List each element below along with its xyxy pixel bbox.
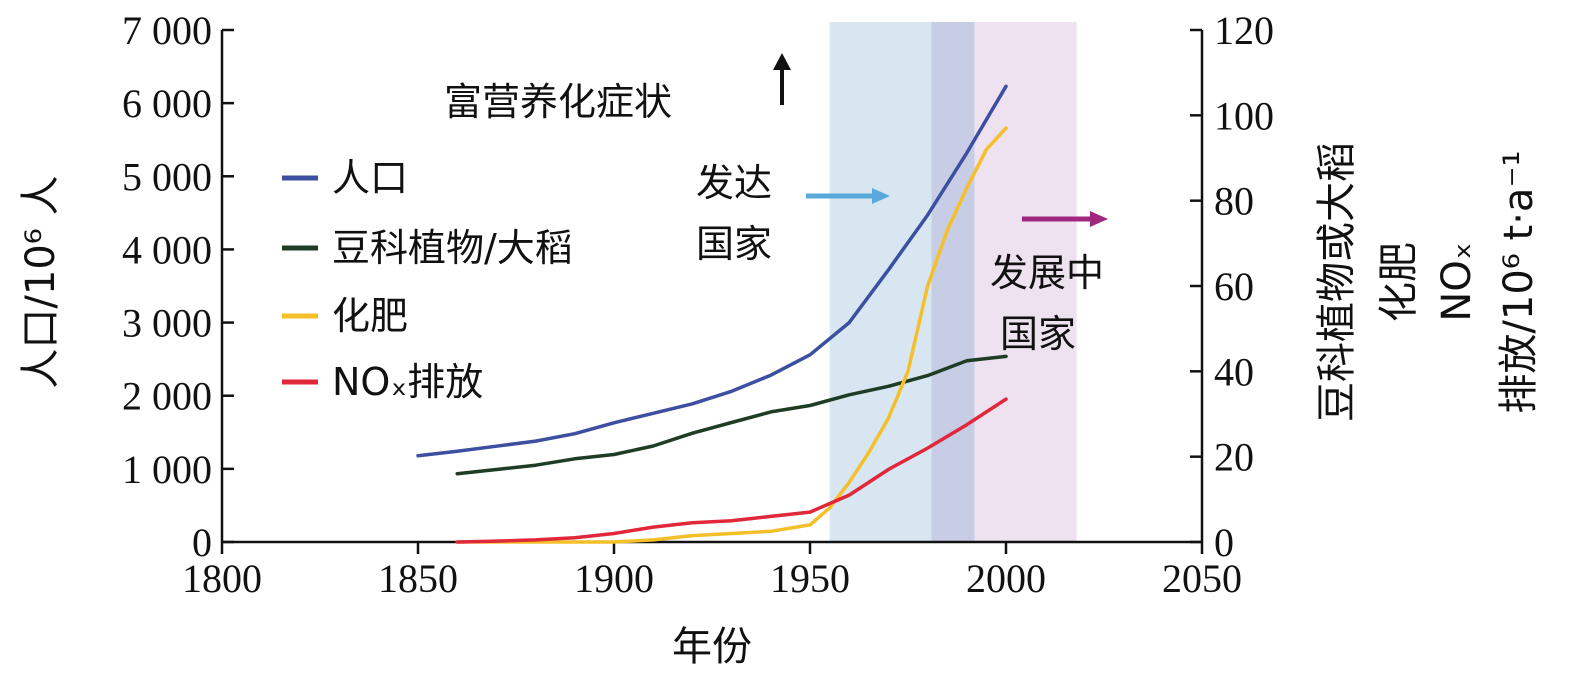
legend-label-legume: 豆科植物/大稻 xyxy=(332,226,573,270)
developing-label-line-1: 发展中 xyxy=(990,251,1104,295)
series-line-population xyxy=(416,84,1008,458)
x-tick-label-1800: 1800 xyxy=(182,556,262,601)
right-y-axis-ticks: 0 20 40 60 80 100 120 xyxy=(1190,8,1274,565)
right-y-axis-title-line-1: 豆科植物或大稻 xyxy=(1314,142,1360,422)
developed-arrow-head-icon xyxy=(872,188,890,204)
x-axis-title: 年份 xyxy=(672,624,752,670)
left-y-tick-label-5000: 5 000 xyxy=(122,154,212,199)
eutrophication-annotation: 富营养化症状 xyxy=(444,53,791,124)
left-y-axis-title: 人口/10⁶ 人 xyxy=(18,175,64,388)
developed-label-line-1: 发达 xyxy=(696,161,772,205)
left-y-tick-label-6000: 6 000 xyxy=(122,81,212,126)
right-y-tick-label-80: 80 xyxy=(1214,179,1254,224)
series-line-fertilizer xyxy=(455,126,1008,544)
left-y-tick-label-2000: 2 000 xyxy=(122,374,212,419)
series-line-legume xyxy=(455,354,1008,476)
right-y-axis-title-line-3: NOₓ xyxy=(1434,242,1480,321)
x-tick-label-2000: 2000 xyxy=(966,556,1046,601)
legend-label-population: 人口 xyxy=(332,156,408,200)
left-y-tick-label-0: 0 xyxy=(192,520,212,565)
left-y-tick-label-3000: 3 000 xyxy=(122,301,212,346)
overlap-period-band xyxy=(931,22,975,542)
x-tick-label-1950: 1950 xyxy=(770,556,850,601)
series-line-nox xyxy=(455,397,1008,544)
right-y-tick-label-60: 60 xyxy=(1214,264,1254,309)
developing-label-line-2: 国家 xyxy=(1000,312,1076,356)
legend-label-fertilizer: 化肥 xyxy=(332,294,408,338)
up-arrow-head-icon xyxy=(773,53,791,70)
x-tick-label-1850: 1850 xyxy=(378,556,458,601)
right-y-tick-label-20: 20 xyxy=(1214,435,1254,480)
x-axis-ticks: 1800 1850 1900 1950 2000 2050 xyxy=(182,542,1242,601)
right-y-axis-title: 豆科植物或大稻 化肥 NOₓ 排放/10⁶ t·a⁻¹ xyxy=(1314,142,1542,422)
series-lines xyxy=(416,84,1008,544)
left-y-tick-label-7000: 7 000 xyxy=(122,8,212,53)
right-y-tick-label-40: 40 xyxy=(1214,349,1254,394)
right-y-tick-label-100: 100 xyxy=(1214,93,1274,138)
legend-label-nox: NOₓ排放 xyxy=(332,360,483,404)
legend: 人口 豆科植物/大稻 化肥 NOₓ排放 xyxy=(282,156,573,404)
developed-annotation: 发达 国家 xyxy=(696,161,890,266)
right-y-tick-label-120: 120 xyxy=(1214,8,1274,53)
left-y-tick-label-1000: 1 000 xyxy=(122,447,212,492)
x-tick-label-1900: 1900 xyxy=(574,556,654,601)
left-y-axis-ticks: 0 1 000 2 000 3 000 4 000 5 000 6 000 7 000 xyxy=(122,8,234,565)
right-y-tick-label-0: 0 xyxy=(1214,520,1234,565)
x-tick-label-2050: 2050 xyxy=(1162,556,1242,601)
eutrophication-label: 富营养化症状 xyxy=(444,80,672,124)
right-y-axis-title-line-2: 化肥 xyxy=(1376,242,1422,322)
right-y-axis-title-line-4: 排放/10⁶ t·a⁻¹ xyxy=(1496,150,1542,413)
left-y-tick-label-4000: 4 000 xyxy=(122,227,212,272)
developing-arrow-head-icon xyxy=(1090,211,1108,227)
developed-label-line-2: 国家 xyxy=(696,222,772,266)
developing-annotation: 发展中 国家 xyxy=(990,211,1108,356)
